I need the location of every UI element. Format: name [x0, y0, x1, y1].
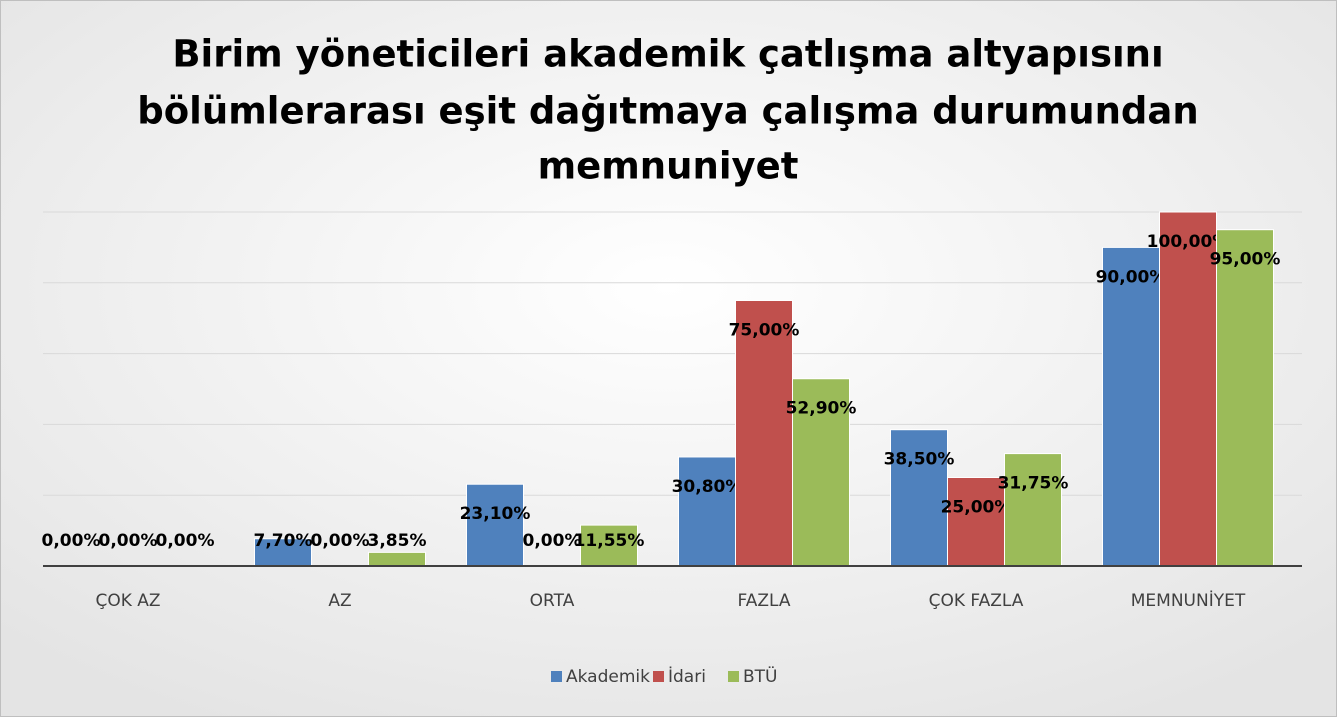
bar	[1102, 246, 1160, 567]
bar	[1159, 211, 1217, 567]
data-label: 0,00%	[156, 531, 215, 551]
data-label: 0,00%	[523, 531, 582, 551]
data-label: 0,00%	[311, 531, 370, 551]
data-label: 0,00%	[99, 531, 158, 551]
data-label: 90,00%	[1096, 267, 1167, 287]
bar	[1004, 453, 1062, 567]
x-tick-label: ÇOK AZ	[95, 591, 160, 611]
data-label: 95,00%	[1210, 250, 1281, 270]
data-label: 11,55%	[574, 531, 645, 551]
bar	[792, 378, 850, 567]
legend-label: Akademik	[566, 667, 650, 687]
legend-label: İdari	[668, 666, 706, 687]
bar	[580, 524, 638, 567]
legend-swatch	[551, 671, 562, 682]
data-label: 52,90%	[786, 399, 857, 419]
data-label: 25,00%	[941, 498, 1012, 518]
legend-swatch	[653, 671, 664, 682]
x-tick-label: AZ	[328, 591, 351, 611]
bar	[947, 477, 1005, 567]
bar	[254, 538, 312, 567]
data-label: 75,00%	[729, 321, 800, 341]
data-label: 23,10%	[460, 504, 531, 524]
x-tick-label: MEMNUNİYET	[1131, 590, 1246, 611]
x-tick-label: FAZLA	[738, 591, 791, 611]
bar	[735, 300, 793, 567]
chart-title: Birim yöneticileri akademik çatlışma alt…	[172, 33, 1163, 76]
data-label: 3,85%	[368, 531, 427, 551]
bar	[466, 483, 524, 567]
bar	[678, 456, 736, 567]
data-label: 7,70%	[254, 531, 313, 551]
bar	[1216, 229, 1274, 567]
data-label: 100,00%	[1147, 232, 1230, 252]
x-tick-label: ORTA	[530, 591, 575, 611]
legend-swatch	[728, 671, 739, 682]
data-label: 0,00%	[42, 531, 101, 551]
x-tick-label: ÇOK FAZLA	[929, 591, 1024, 611]
chart-title: memnuniyet	[538, 145, 799, 188]
chart-title: bölümlerarası eşit dağıtmaya çalışma dur…	[137, 90, 1198, 133]
data-label: 30,80%	[672, 477, 743, 497]
data-label: 31,75%	[998, 474, 1069, 494]
legend-label: BTÜ	[743, 665, 778, 687]
data-label: 38,50%	[884, 450, 955, 470]
bar	[368, 551, 426, 567]
